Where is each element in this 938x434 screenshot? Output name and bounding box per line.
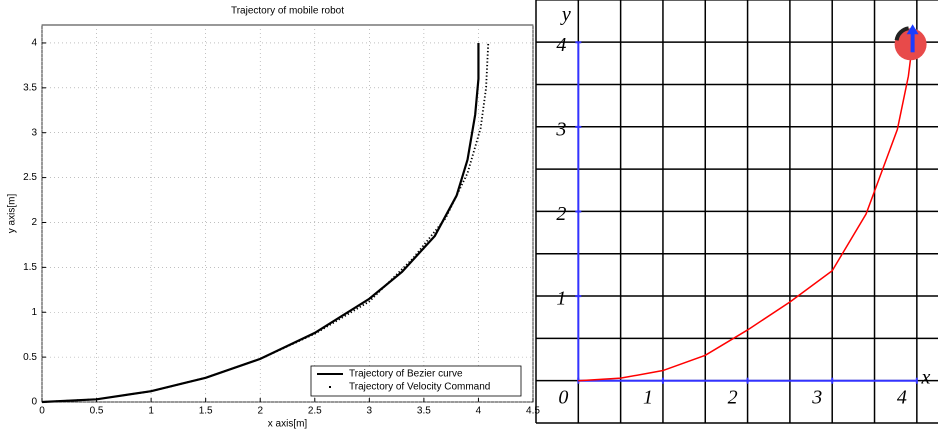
- y-tick-label: 2: [31, 217, 37, 228]
- x-tick-label: 0: [558, 386, 568, 408]
- x-tick-label: 3: [367, 406, 373, 417]
- y-tick-label: 3.5: [23, 82, 37, 93]
- x-tick-label: 0: [39, 406, 45, 417]
- y-tick-label: 0.5: [23, 352, 37, 363]
- y-tick-label: 1.5: [23, 262, 37, 273]
- x-tick-label: 1.5: [199, 406, 213, 417]
- x-tick-label: 4: [897, 386, 907, 408]
- y-axis-label: y axis[m]: [7, 194, 18, 234]
- robot-arrowhead: [906, 24, 919, 35]
- x-axis-label: x: [921, 366, 931, 388]
- y-tick-label: 4: [31, 38, 37, 49]
- x-tick-label: 1: [148, 406, 154, 417]
- x-tick-label: 3.5: [417, 406, 431, 417]
- y-tick-label: 2.5: [23, 172, 37, 183]
- x-tick-label: 4.5: [526, 406, 540, 417]
- x-tick-label: 3: [811, 386, 822, 408]
- y-tick-label: 3: [31, 127, 37, 138]
- x-tick-label: 4: [476, 406, 482, 417]
- chart-title: Trajectory of mobile robot: [231, 6, 344, 17]
- x-tick-label: 0.5: [90, 406, 104, 417]
- y-axis-label: y: [560, 4, 571, 26]
- x-tick-label: 2.5: [308, 406, 322, 417]
- x-tick-label: 2: [257, 406, 263, 417]
- x-axis-label: x axis[m]: [268, 419, 308, 430]
- left-panel: 0 0.5 1 1.5 2 2.5 3 3.5 4 4.5 0 0.5 1 1.5 2 2.5 3 3.5 4 Tra…: [7, 6, 541, 430]
- legend-label: Trajectory of Velocity Command: [349, 382, 490, 393]
- y-tick-label: 4: [556, 34, 566, 56]
- robot-wheel: [894, 26, 910, 41]
- legend-box: [310, 365, 522, 397]
- plot-area: [41, 24, 534, 403]
- y-tick-label: 3: [555, 118, 566, 140]
- y-tick-label: 1: [31, 307, 37, 318]
- series-line: [41, 42, 490, 403]
- x-tick-label: 1: [643, 386, 653, 408]
- y-tick-label: 0: [31, 397, 37, 408]
- y-tick-label: 2: [556, 203, 566, 225]
- series-line: [578, 42, 914, 382]
- y-tick-label: 1: [556, 288, 566, 310]
- x-tick-label: 2: [728, 386, 738, 408]
- legend-label: Trajectory of Bezier curve: [349, 369, 463, 380]
